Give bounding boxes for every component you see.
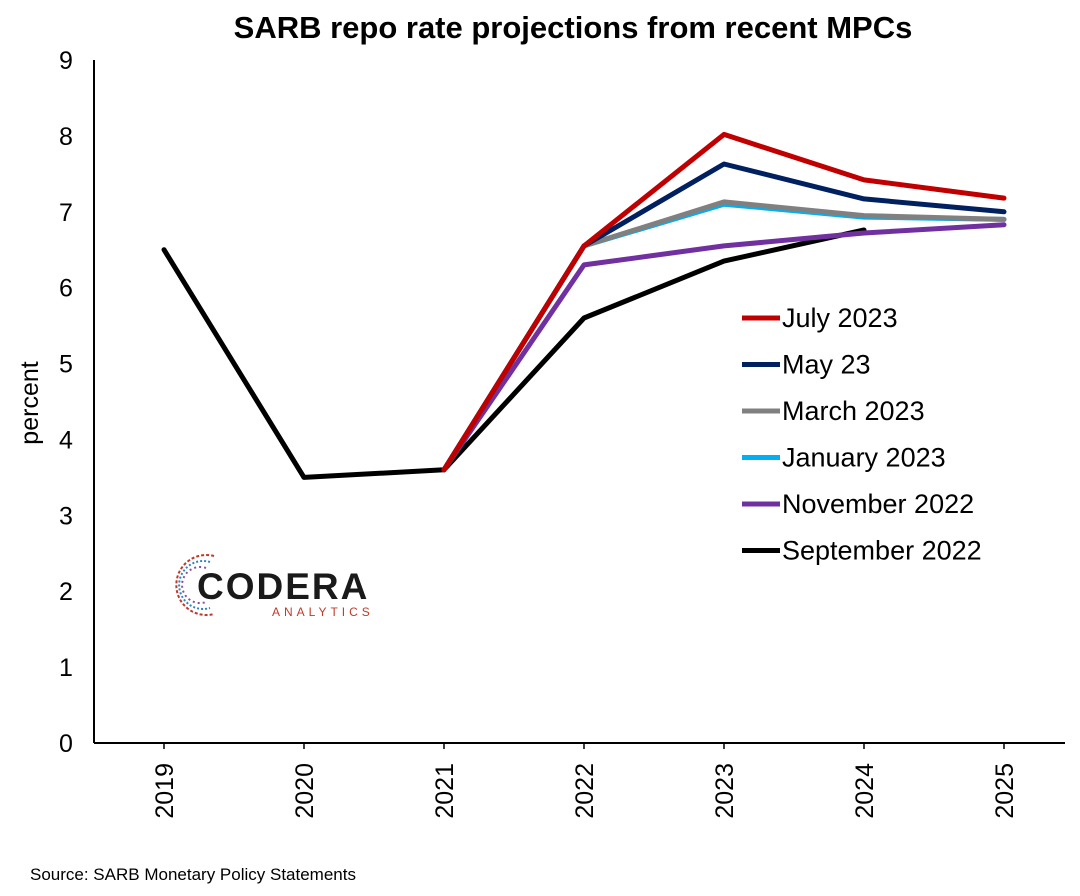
x-tick-label: 2024 [851,763,879,819]
source-note: Source: SARB Monetary Policy Statements [30,865,356,884]
y-tick-label: 7 [59,199,73,227]
logo-mark-icon [175,554,215,616]
legend-label: May 23 [782,350,871,380]
x-tick-label: 2025 [991,763,1019,819]
y-tick-label: 3 [59,502,73,530]
x-tick-label: 2023 [711,763,739,819]
logo-text: CODERA [197,566,369,607]
y-axis-label: percent [16,361,44,444]
y-tick-label: 8 [59,123,73,151]
y-tick-label: 9 [59,47,73,75]
series-line-september-2022 [161,227,867,480]
y-tick-label: 0 [59,730,73,758]
series-line-july-2023 [441,131,1007,473]
y-tick-label: 5 [59,351,73,379]
legend: July 2023 May 23 March 2023 January 2023 Nov… [742,303,982,566]
legend-label: September 2022 [782,536,982,566]
legend-label: March 2023 [782,396,925,426]
logo-subtext: ANALYTICS [272,605,374,619]
x-tick-label: 2020 [291,763,319,819]
series-line-november-2022 [441,222,1007,473]
y-tick-label: 2 [59,578,73,606]
x-tick-label: 2022 [571,763,599,819]
y-tick-label: 4 [59,426,73,454]
y-tick-label: 1 [59,654,73,682]
y-tick-label: 6 [59,275,73,303]
axes [93,60,1065,744]
legend-label: January 2023 [782,443,946,473]
chart-title: SARB repo rate projections from recent M… [234,10,913,45]
codera-logo: CODERA ANALYTICS [175,554,374,619]
series-lines [161,131,1007,480]
x-axis-ticks: 2019 2020 2021 2022 2023 2024 2025 [151,743,1019,819]
y-axis-ticks: 0 1 2 3 4 5 6 7 8 9 [59,47,73,758]
x-tick-label: 2019 [151,763,179,819]
legend-label: November 2022 [782,489,974,519]
x-tick-label: 2021 [431,763,459,819]
legend-label: July 2023 [782,303,898,333]
